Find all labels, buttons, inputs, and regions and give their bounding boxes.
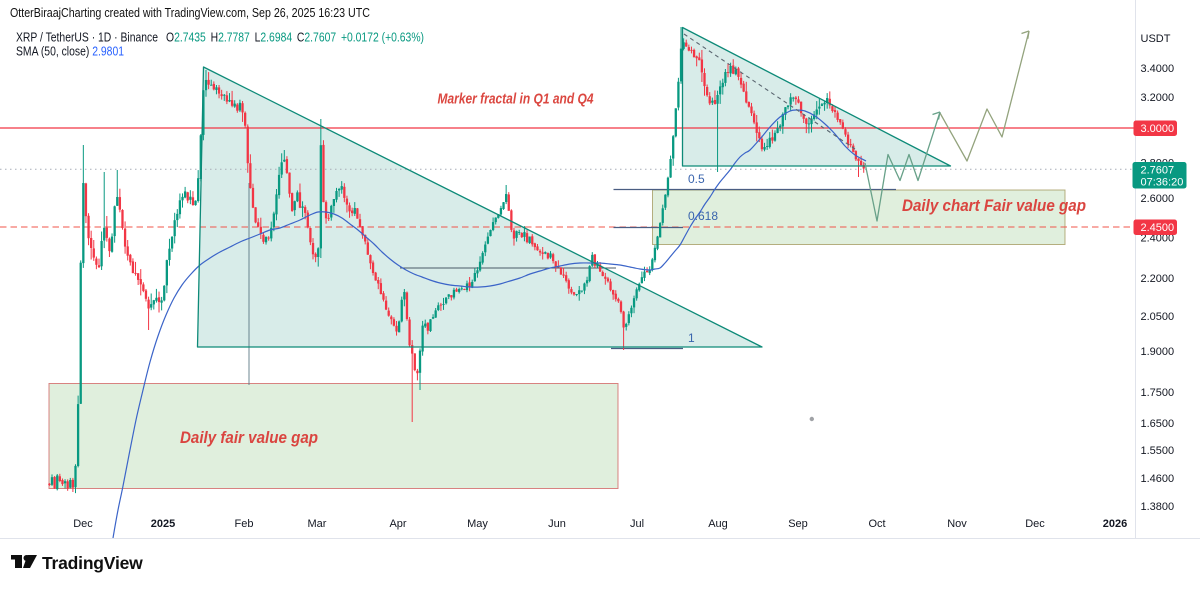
svg-text:2.6000: 2.6000 <box>1141 193 1175 205</box>
svg-text:May: May <box>467 518 488 530</box>
svg-text:1.9000: 1.9000 <box>1141 346 1175 358</box>
svg-text:O2.7435H2.7787L2.6984C2.7607+0: O2.7435H2.7787L2.6984C2.7607+0.0172 (+0.… <box>166 30 424 45</box>
svg-text:0.618: 0.618 <box>688 209 718 223</box>
svg-text:1.4600: 1.4600 <box>1141 473 1175 485</box>
svg-text:2026: 2026 <box>1103 518 1127 530</box>
svg-text:3.2000: 3.2000 <box>1141 92 1175 104</box>
svg-text:1.6500: 1.6500 <box>1141 418 1175 430</box>
svg-text:2.4500: 2.4500 <box>1141 222 1175 234</box>
svg-text:Sep: Sep <box>788 518 808 530</box>
svg-text:OtterBiraajCharting created wi: OtterBiraajCharting created with Trading… <box>10 6 370 20</box>
svg-text:Apr: Apr <box>389 518 406 530</box>
svg-text:Dec: Dec <box>1025 518 1045 530</box>
svg-text:Jun: Jun <box>548 518 566 530</box>
svg-text:2.0500: 2.0500 <box>1141 311 1175 323</box>
svg-text:Feb: Feb <box>235 518 254 530</box>
svg-text:3.0000: 3.0000 <box>1141 123 1175 135</box>
svg-text:USDT: USDT <box>1141 33 1171 45</box>
svg-text:Mar: Mar <box>308 518 327 530</box>
svg-text:1.5500: 1.5500 <box>1141 445 1175 457</box>
svg-text:Jul: Jul <box>630 518 644 530</box>
svg-text:2.7607: 2.7607 <box>1141 165 1175 177</box>
svg-text:Daily chart Fair value gap: Daily chart Fair value gap <box>902 196 1086 215</box>
svg-text:TradingView: TradingView <box>42 553 143 573</box>
svg-text:XRP / TetherUS · 1D · Binance: XRP / TetherUS · 1D · Binance <box>16 30 158 45</box>
svg-text:1: 1 <box>688 331 695 345</box>
svg-text:1.3800: 1.3800 <box>1141 501 1175 513</box>
svg-text:Marker fractal in Q1 and Q4: Marker fractal in Q1 and Q4 <box>438 92 594 108</box>
svg-text:Nov: Nov <box>947 518 967 530</box>
svg-text:Daily fair value gap: Daily fair value gap <box>180 428 318 447</box>
svg-text:Oct: Oct <box>868 518 885 530</box>
svg-text:Aug: Aug <box>708 518 728 530</box>
svg-text:2.2000: 2.2000 <box>1141 273 1175 285</box>
svg-text:1.7500: 1.7500 <box>1141 387 1175 399</box>
svg-text:2.4000: 2.4000 <box>1141 233 1175 245</box>
svg-text:0.5: 0.5 <box>688 172 705 186</box>
svg-text:2025: 2025 <box>151 518 175 530</box>
svg-text:Dec: Dec <box>73 518 93 530</box>
svg-text:3.4000: 3.4000 <box>1141 63 1175 75</box>
svg-text:SMA (50, close) 2.9801: SMA (50, close) 2.9801 <box>16 45 124 59</box>
svg-text:07:36:20: 07:36:20 <box>1141 177 1184 189</box>
